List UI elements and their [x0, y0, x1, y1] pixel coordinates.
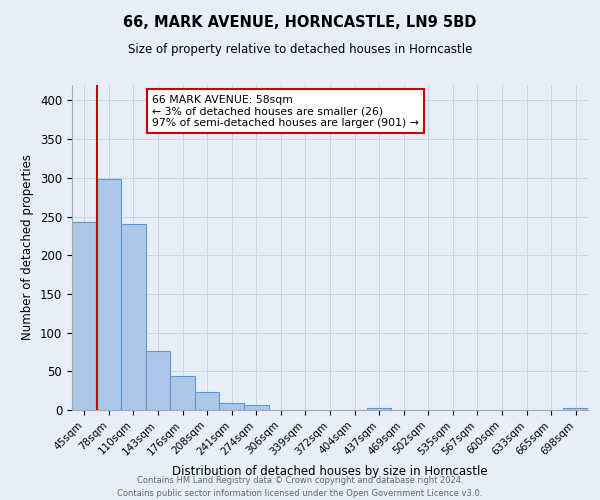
Bar	[170, 376, 195, 410]
Text: 66 MARK AVENUE: 58sqm
← 3% of detached houses are smaller (26)
97% of semi-detac: 66 MARK AVENUE: 58sqm ← 3% of detached h…	[152, 94, 419, 128]
Bar	[220, 403, 244, 410]
Bar	[244, 406, 269, 410]
Bar	[367, 408, 391, 410]
Bar	[146, 351, 170, 410]
Y-axis label: Number of detached properties: Number of detached properties	[22, 154, 34, 340]
Bar	[121, 224, 146, 410]
X-axis label: Distribution of detached houses by size in Horncastle: Distribution of detached houses by size …	[172, 465, 488, 478]
Bar	[97, 180, 121, 410]
Bar	[563, 408, 588, 410]
Bar	[72, 222, 97, 410]
Bar	[195, 392, 220, 410]
Text: Contains HM Land Registry data © Crown copyright and database right 2024.
Contai: Contains HM Land Registry data © Crown c…	[118, 476, 482, 498]
Text: Size of property relative to detached houses in Horncastle: Size of property relative to detached ho…	[128, 42, 472, 56]
Text: 66, MARK AVENUE, HORNCASTLE, LN9 5BD: 66, MARK AVENUE, HORNCASTLE, LN9 5BD	[124, 15, 476, 30]
